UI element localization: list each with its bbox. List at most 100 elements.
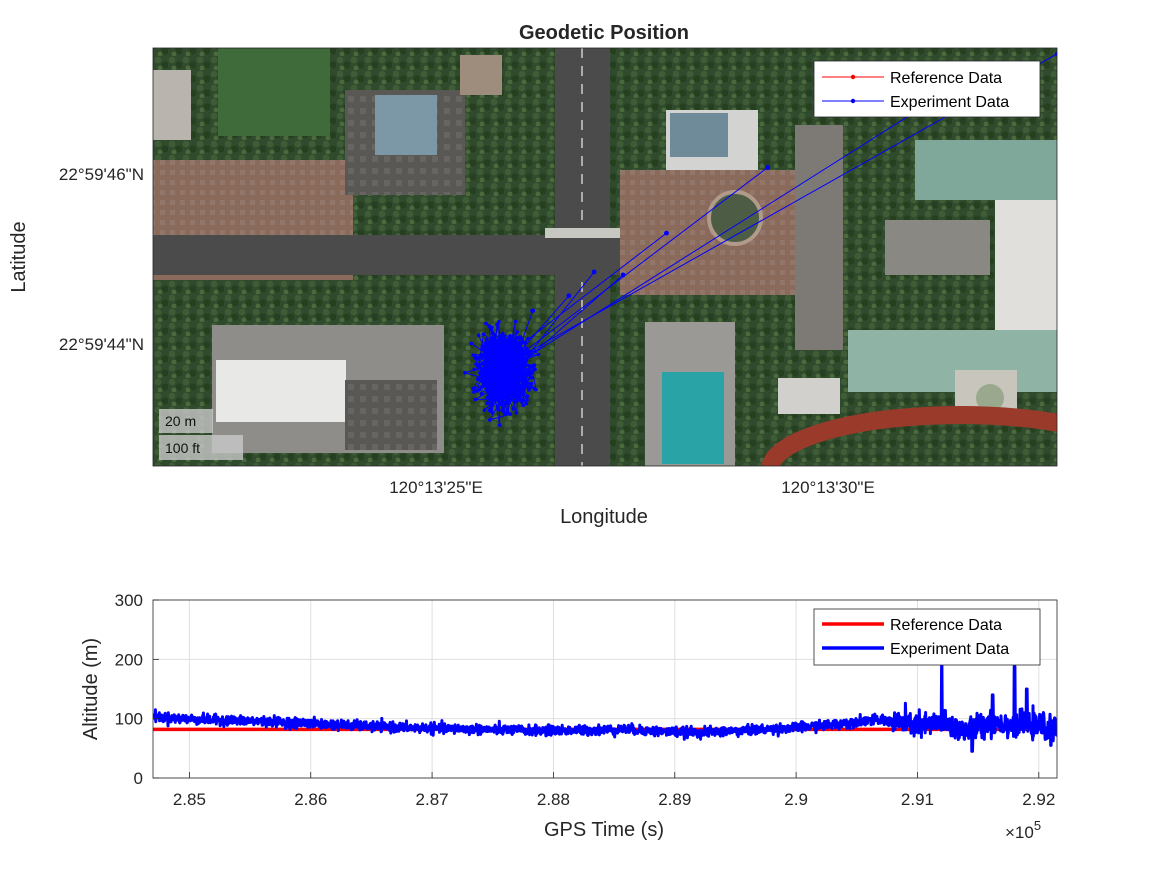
map-experiment-point (525, 394, 530, 399)
map-experiment-point (509, 392, 514, 397)
map-building-roof (216, 360, 346, 422)
map-experiment-point (497, 387, 502, 391)
altitude-legend-experiment-label: Experiment Data (890, 641, 1009, 658)
map-building (345, 380, 437, 450)
geodetic-map-panel: Geodetic Position (8, 22, 1058, 528)
map-experiment-point (476, 333, 481, 338)
map-experiment-point (493, 333, 497, 337)
map-experiment-point (507, 377, 511, 382)
altitude-legend: Reference Data Experiment Data (813, 608, 1041, 666)
altitude-experiment-line (153, 663, 1057, 753)
map-experiment-point (479, 379, 484, 383)
map-experiment-point (476, 364, 480, 369)
map-experiment-point (513, 319, 518, 324)
map-experiment-point (490, 325, 494, 330)
altitude-x-tick-label: 2.85 (173, 790, 206, 809)
altitude-y-tick-label: 200 (115, 650, 143, 669)
map-series-layer (463, 51, 1057, 427)
map-experiment-point (501, 351, 506, 355)
map-experiment-point (475, 389, 479, 393)
map-experiment-point (513, 400, 517, 404)
map-experiment-point (534, 387, 538, 392)
map-experiment-point (473, 356, 477, 360)
map-experiment-point (481, 332, 486, 337)
map-building (848, 330, 1057, 392)
map-experiment-point (498, 335, 503, 340)
map-experiment-point (527, 388, 531, 392)
map-experiment-point (500, 377, 505, 382)
map-experiment-point (498, 353, 502, 358)
map-building (153, 70, 191, 140)
map-experiment-point (490, 410, 494, 415)
map-experiment-point (469, 341, 474, 346)
map-experiment-point (496, 384, 501, 389)
map-experiment-point (487, 324, 492, 328)
map-experiment-point (520, 371, 524, 376)
map-experiment-point (536, 352, 541, 357)
altitude-x-axis-label: GPS Time (s) (544, 819, 664, 841)
map-experiment-point (504, 395, 509, 400)
map-experiment-point (503, 377, 508, 382)
map-building (885, 220, 990, 275)
map-experiment-point (493, 395, 498, 400)
map-experiment-point (496, 407, 501, 412)
map-scale-bar: 20 m 100 ft (159, 409, 243, 460)
map-experiment-point (515, 335, 519, 340)
altitude-y-tick-label: 100 (115, 710, 143, 729)
map-experiment-point (483, 341, 488, 345)
map-experiment-point (508, 381, 512, 385)
map-experiment-point (485, 401, 490, 406)
map-experiment-point (520, 393, 525, 397)
map-building (778, 378, 840, 414)
scale-bar-imperial-box (159, 435, 243, 460)
map-experiment-point (472, 390, 476, 394)
altitude-series-layer (153, 663, 1057, 753)
map-experiment-point (488, 393, 492, 398)
map-experiment-point (497, 344, 502, 349)
map-experiment-point (488, 376, 493, 381)
map-experiment-point (498, 339, 502, 344)
map-experiment-point (524, 401, 528, 406)
map-legend: Reference Data Experiment Data (813, 60, 1041, 118)
map-experiment-point (492, 351, 496, 355)
map-x-tick-label: 120°13'30"E (781, 478, 875, 497)
map-experiment-point (487, 381, 491, 386)
altitude-x-tick-label: 2.91 (901, 790, 934, 809)
map-legend-reference-marker (850, 74, 856, 80)
altitude-axes-box (152, 599, 1058, 779)
map-experiment-point (482, 408, 487, 413)
map-experiment-point (477, 371, 482, 375)
map-legend-box (813, 60, 1041, 118)
altitude-y-axis-label: Altitude (m) (80, 638, 102, 740)
map-experiment-point (503, 346, 508, 350)
map-experiment-outlier (664, 230, 669, 236)
map-experiment-point (490, 401, 494, 406)
altitude-legend-box (813, 608, 1041, 666)
map-experiment-point (499, 402, 504, 407)
map-building-roof (670, 113, 728, 157)
map-experiment-point (491, 392, 496, 397)
map-experiment-point (493, 398, 497, 403)
map-experiment-point (523, 377, 527, 381)
map-experiment-point (527, 363, 531, 368)
map-experiment-point (513, 389, 518, 393)
map-experiment-outlier (591, 269, 597, 275)
map-experiment-point (510, 379, 515, 384)
map-experiment-point (516, 373, 521, 378)
map-experiment-point (486, 352, 491, 356)
map-experiment-point (508, 369, 512, 373)
map-experiment-outlier (530, 308, 536, 314)
map-x-axis-label: Longitude (560, 506, 648, 528)
map-experiment-excursion (503, 113, 913, 373)
map-experiment-point (492, 347, 496, 352)
map-experiment-excursion (504, 167, 769, 368)
map-experiment-point (511, 335, 515, 340)
map-experiment-point (487, 341, 491, 345)
map-experiment-point (486, 358, 490, 363)
map-experiment-point (500, 381, 504, 386)
map-experiment-point (481, 353, 486, 357)
scale-bar-metric-label: 20 m (165, 413, 196, 429)
map-experiment-point (511, 346, 516, 350)
map-experiment-point (493, 375, 497, 379)
